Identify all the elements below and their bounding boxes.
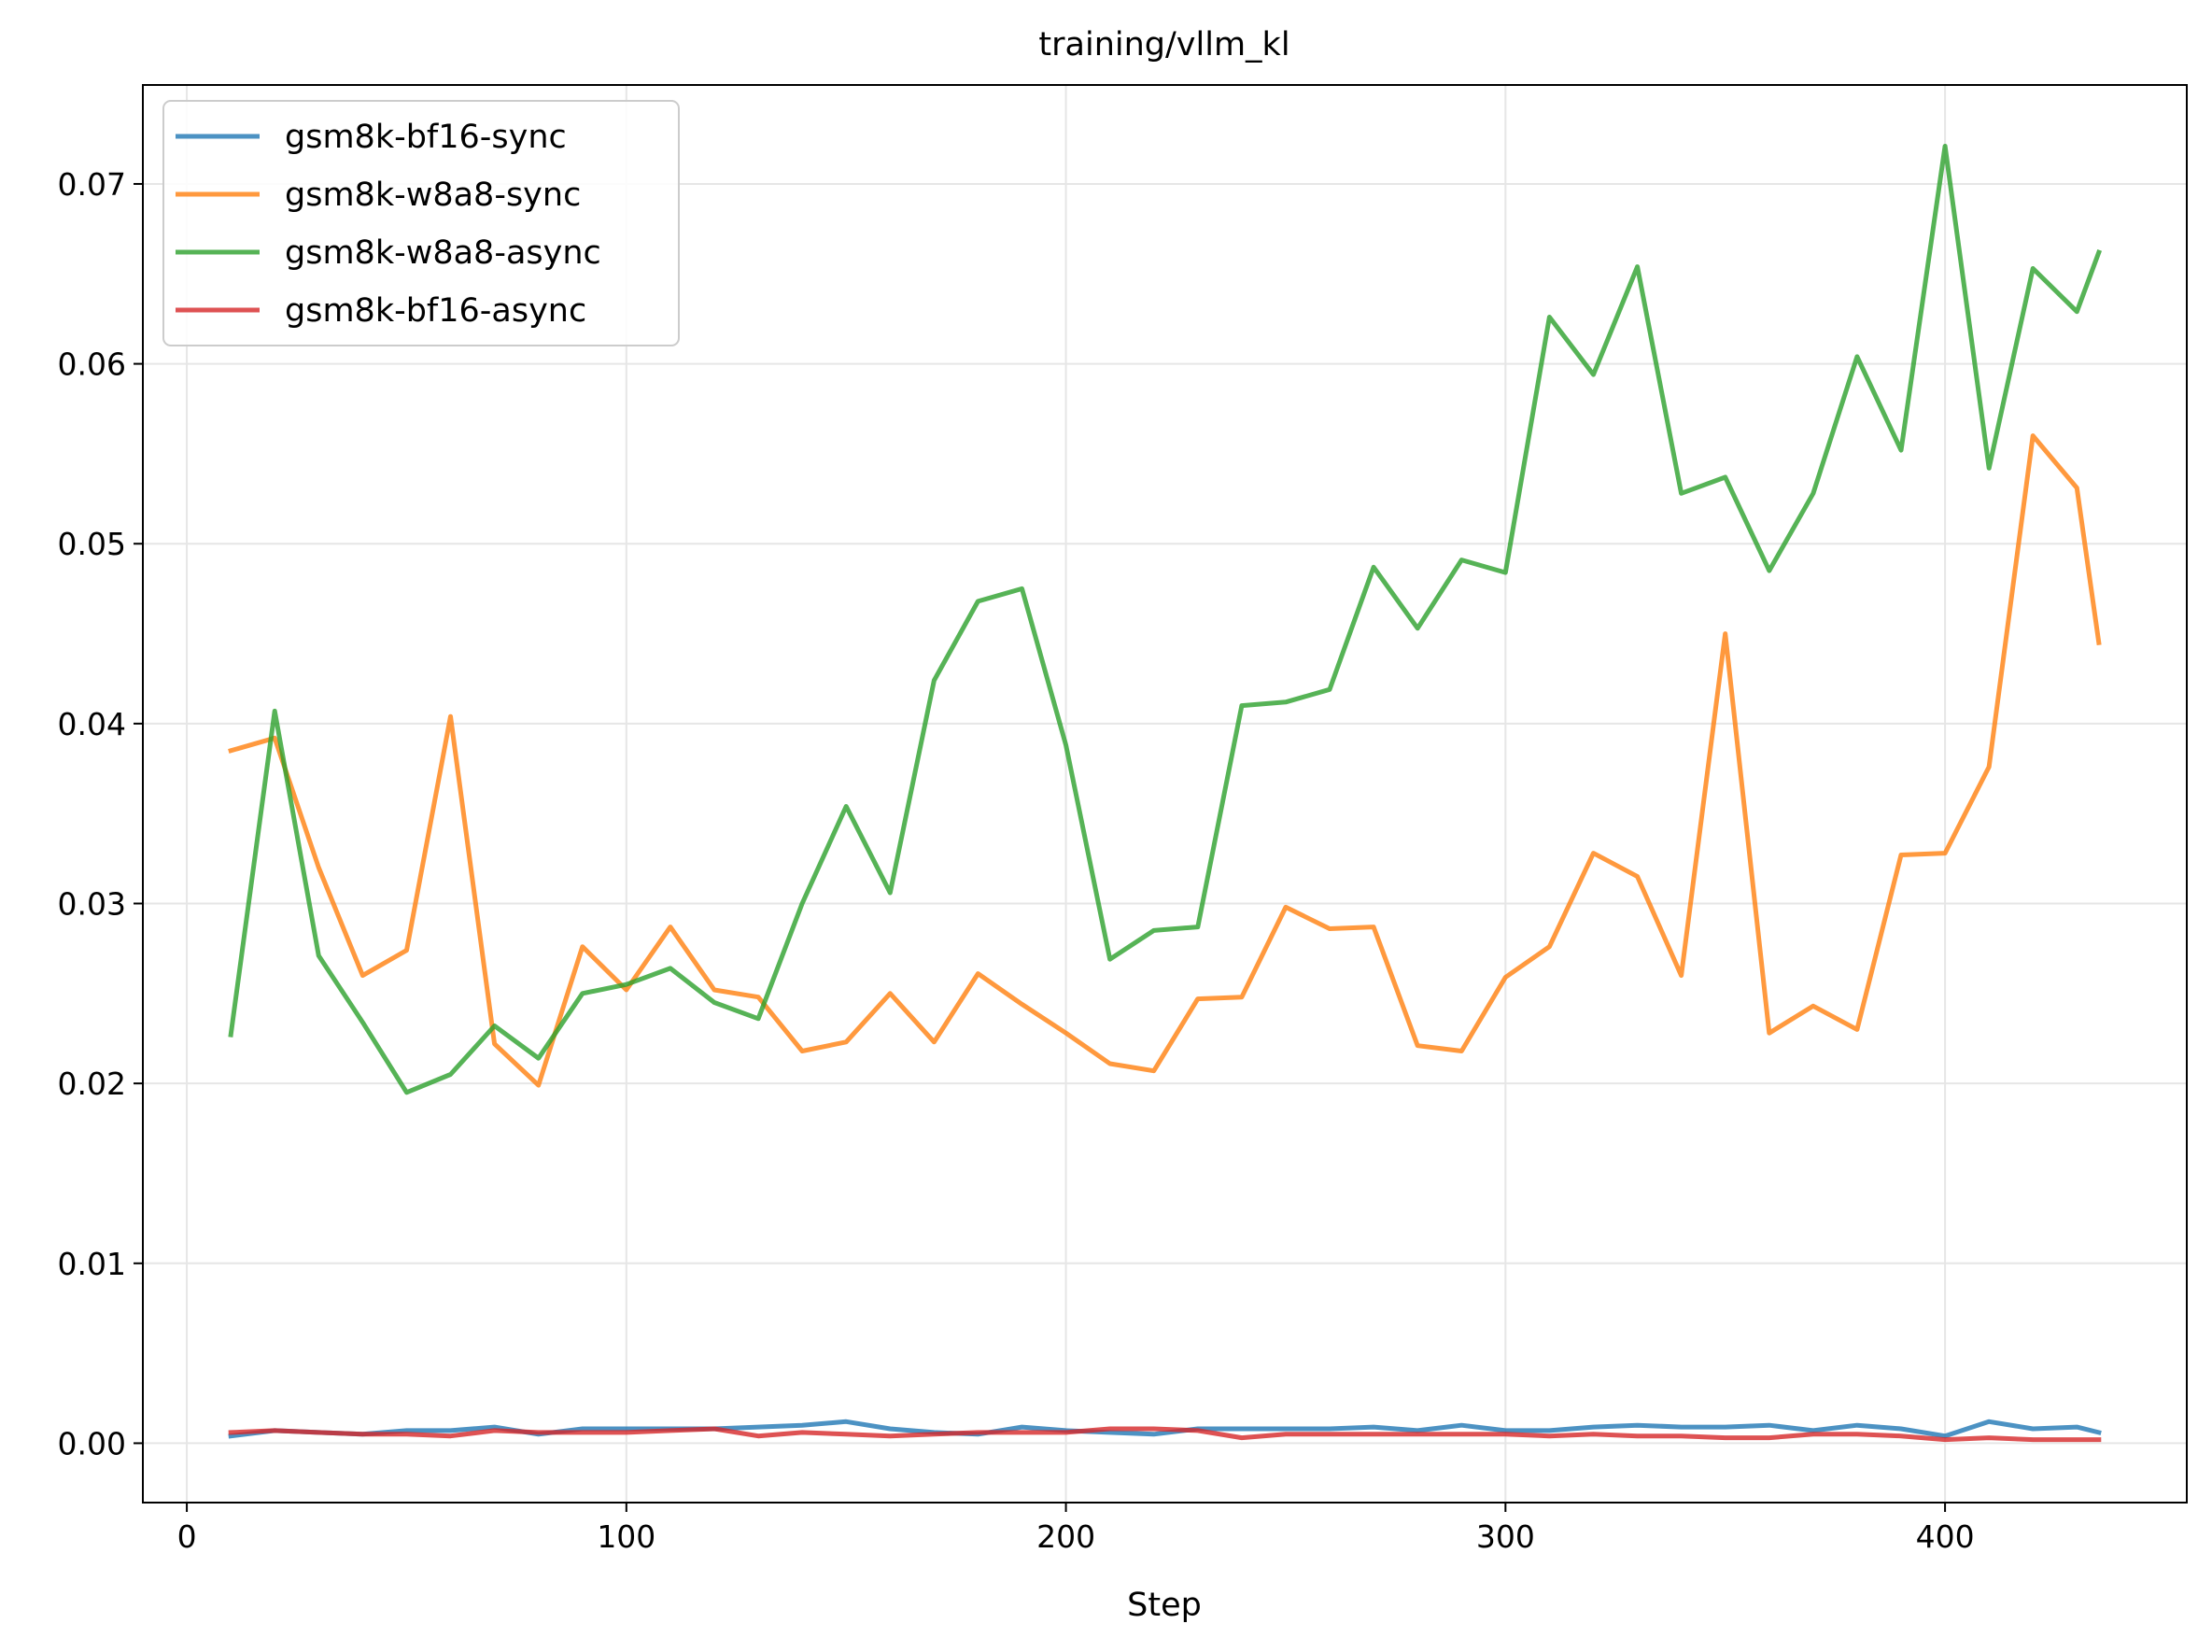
legend: gsm8k-bf16-sync gsm8k-w8a8-sync gsm8k-w8a8… xyxy=(162,100,680,346)
x-tick-label: 200 xyxy=(1036,1518,1095,1555)
series-line-gsm8k-w8a8-async xyxy=(228,144,2103,1095)
series-line-gsm8k-w8a8-sync xyxy=(228,433,2102,1088)
x-axis-label: Step xyxy=(1127,1587,1202,1624)
y-tick-label: 0.07 xyxy=(58,166,126,203)
series-layer xyxy=(228,144,2103,1443)
x-tick-label: 300 xyxy=(1476,1518,1535,1555)
y-tick-label: 0.00 xyxy=(58,1425,126,1461)
x-axis: 0 100 200 300 400 xyxy=(177,1503,1975,1555)
plot-frame xyxy=(142,84,2188,1504)
chart-title: training/vllm_kl xyxy=(1038,26,1289,64)
y-tick-label: 0.01 xyxy=(58,1246,126,1282)
y-tick-label: 0.02 xyxy=(58,1066,126,1102)
x-tick-label: 100 xyxy=(597,1518,655,1555)
x-tick-label: 0 xyxy=(177,1518,197,1555)
x-tick-label: 400 xyxy=(1916,1518,1975,1555)
legend-label: gsm8k-bf16-async xyxy=(285,292,586,330)
legend-label: gsm8k-w8a8-sync xyxy=(285,176,581,214)
series-line-gsm8k-bf16-async xyxy=(228,1426,2102,1443)
legend-label: gsm8k-w8a8-async xyxy=(285,234,601,272)
y-tick-label: 0.03 xyxy=(58,886,126,923)
y-axis: 0.00 0.01 0.02 0.03 0.04 0.05 0.06 0.07 xyxy=(58,166,143,1461)
y-tick-label: 0.04 xyxy=(58,706,126,742)
legend-box xyxy=(162,100,680,346)
y-tick-label: 0.05 xyxy=(58,526,126,562)
y-tick-label: 0.06 xyxy=(58,346,126,383)
legend-label: gsm8k-bf16-sync xyxy=(285,119,567,156)
